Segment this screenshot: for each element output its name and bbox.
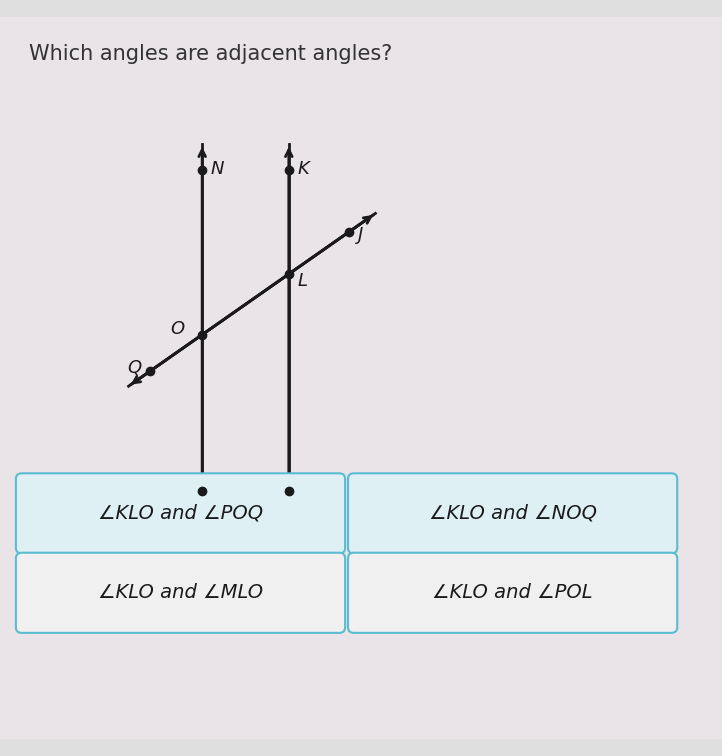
Text: O: O <box>170 320 184 338</box>
Text: M: M <box>297 486 313 504</box>
Text: Which angles are adjacent angles?: Which angles are adjacent angles? <box>29 45 392 64</box>
FancyBboxPatch shape <box>0 17 722 739</box>
FancyBboxPatch shape <box>16 473 345 553</box>
Text: Q: Q <box>127 359 142 377</box>
Text: ∠KLO and ∠POQ: ∠KLO and ∠POQ <box>98 504 263 523</box>
FancyBboxPatch shape <box>16 553 345 633</box>
Text: N: N <box>211 160 225 178</box>
Text: L: L <box>297 272 308 290</box>
Text: ∠KLO and ∠NOQ: ∠KLO and ∠NOQ <box>429 504 596 523</box>
Text: J: J <box>358 226 363 244</box>
Text: ∠KLO and ∠POL: ∠KLO and ∠POL <box>432 584 593 603</box>
FancyBboxPatch shape <box>348 473 677 553</box>
FancyBboxPatch shape <box>348 553 677 633</box>
Text: K: K <box>297 160 309 178</box>
Text: P: P <box>211 488 222 506</box>
Text: ∠KLO and ∠MLO: ∠KLO and ∠MLO <box>98 584 263 603</box>
